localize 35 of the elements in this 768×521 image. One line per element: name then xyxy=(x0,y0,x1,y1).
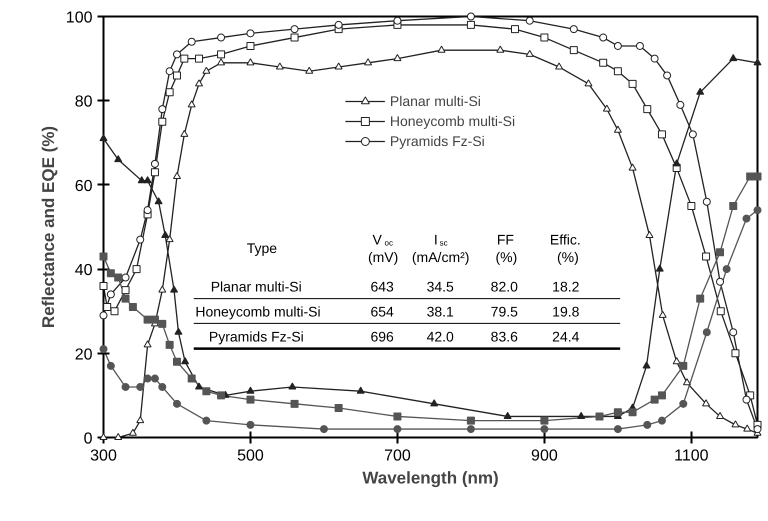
annotation: 42.0 xyxy=(426,328,454,344)
legend-label: Honeycomb multi-Si xyxy=(390,113,516,129)
x-tick-label: 1100 xyxy=(674,448,709,464)
legend-label: Planar multi-Si xyxy=(390,93,481,109)
x-tick-label: 900 xyxy=(531,448,558,464)
y-tick-label: 40 xyxy=(74,262,93,280)
annotation: Honeycomb multi-Si xyxy=(195,304,321,320)
x-tick-label: 700 xyxy=(384,448,411,464)
annotation: 38.1 xyxy=(426,304,454,320)
annotation: Planar multi-Si xyxy=(210,278,302,294)
x-tick-label: 500 xyxy=(237,448,264,464)
annotation: 654 xyxy=(370,304,394,320)
annotation: 83.6 xyxy=(490,328,518,344)
annotation: 82.0 xyxy=(490,278,518,294)
x-tick-label: 300 xyxy=(90,448,117,464)
annotation: 18.2 xyxy=(552,278,580,294)
y-tick-label: 20 xyxy=(74,346,93,364)
annotation: FF (%) xyxy=(496,231,518,265)
annotation: 79.5 xyxy=(490,304,518,320)
annotation: Effic. (%) xyxy=(550,231,581,265)
y-tick-label: 60 xyxy=(74,178,93,195)
annotation: Type xyxy=(246,240,278,256)
annotation: 696 xyxy=(370,328,394,344)
y-tick-label: 100 xyxy=(66,10,93,26)
y-axis-title: Reflectance and EQE (%) xyxy=(38,126,58,328)
annotation: 643 xyxy=(370,278,394,294)
annotation: 19.8 xyxy=(552,304,580,320)
y-tick-label: 0 xyxy=(84,430,93,448)
y-tick-label: 80 xyxy=(74,94,93,111)
x-axis-title: Wavelength (nm) xyxy=(362,468,499,488)
annotation: 34.5 xyxy=(426,278,454,294)
annotation: 24.4 xyxy=(552,328,580,344)
annotation: Pyramids Fz-Si xyxy=(208,328,304,344)
legend-label: Pyramids Fz-Si xyxy=(390,133,485,149)
annotation: Voc (mV) xyxy=(368,231,398,265)
